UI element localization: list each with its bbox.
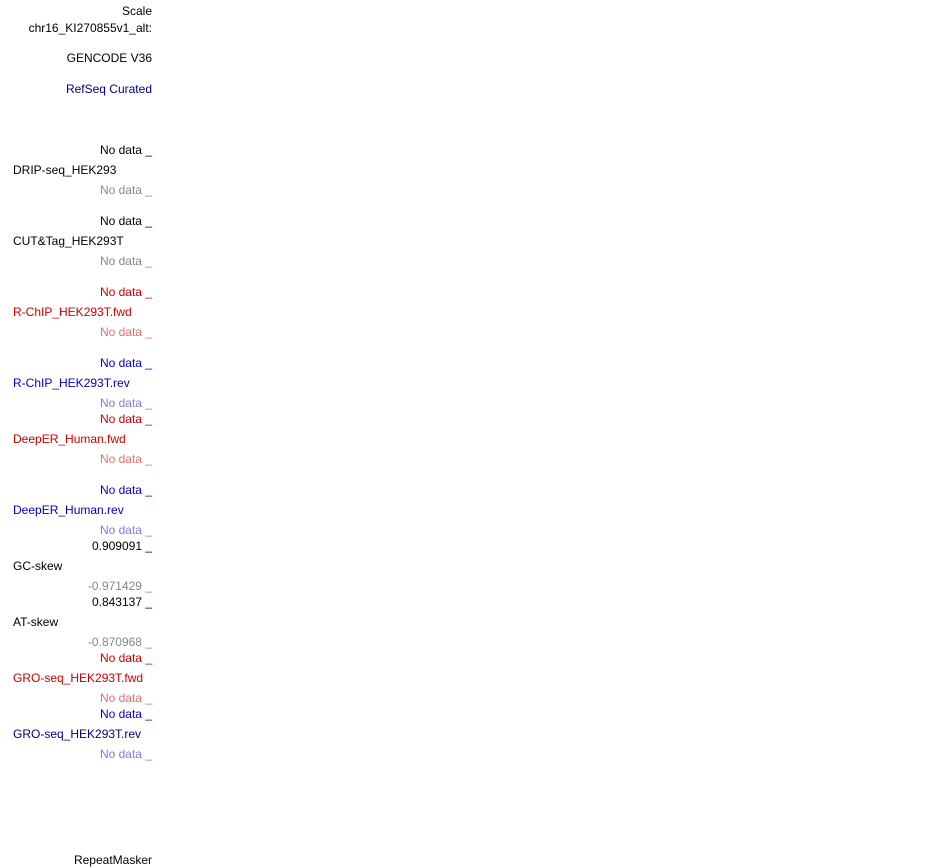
repeatmasker-track-label[interactable]: RepeatMasker [73,853,152,867]
atskew-track-label[interactable]: AT-skew [13,615,59,629]
cuttag-max-label: No data _ [99,214,152,228]
gencode-track-label[interactable]: GENCODE V36 [66,51,152,65]
rchip-fwd-max-label: No data _ [99,285,152,299]
drip-track-label[interactable]: DRIP-seq_HEK293 [13,163,117,177]
rchip-fwd-min-label: No data _ [99,325,152,339]
rchip-rev-track-label[interactable]: R-ChIP_HEK293T.rev [13,376,130,390]
gcskew-max-label: 0.909091 _ [91,539,152,553]
cuttag-min-label: No data _ [99,254,152,268]
deeper-rev-track-label[interactable]: DeepER_Human.rev [13,503,124,517]
deeper-rev-max-label: No data _ [99,483,152,497]
atskew-min-label: -0.870968 _ [87,635,152,649]
gro-fwd-max-label: No data _ [99,651,152,665]
refseq-track-label[interactable]: RefSeq Curated [65,82,152,96]
gro-rev-track-label[interactable]: GRO-seq_HEK293T.rev [13,727,142,741]
gro-rev-max-label: No data _ [99,707,152,721]
gro-fwd-min-label: No data _ [99,691,152,705]
atskew-max-label: 0.843137 _ [91,595,152,609]
gcskew-track-label[interactable]: GC-skew [13,559,63,573]
rchip-rev-min-label: No data _ [99,396,152,410]
gro-fwd-track-label[interactable]: GRO-seq_HEK293T.fwd [13,671,144,685]
drip-max-label: No data _ [99,143,152,157]
cuttag-track-label[interactable]: CUT&Tag_HEK293T [13,234,124,248]
gro-rev-min-label: No data _ [99,747,152,761]
rchip-rev-max-label: No data _ [99,356,152,370]
deeper-fwd-track-label[interactable]: DeepER_Human.fwd [13,432,126,446]
drip-min-label: No data _ [99,183,152,197]
rchip-fwd-track-label[interactable]: R-ChIP_HEK293T.fwd [13,305,132,319]
deeper-fwd-min-label: No data _ [99,452,152,466]
gcskew-min-label: -0.971429 _ [87,579,152,593]
deeper-fwd-max-label: No data _ [99,412,152,426]
chrom-label: chr16_KI270855v1_alt: [28,21,152,35]
deeper-rev-min-label: No data _ [99,523,152,537]
scale-label: Scale [121,4,152,18]
